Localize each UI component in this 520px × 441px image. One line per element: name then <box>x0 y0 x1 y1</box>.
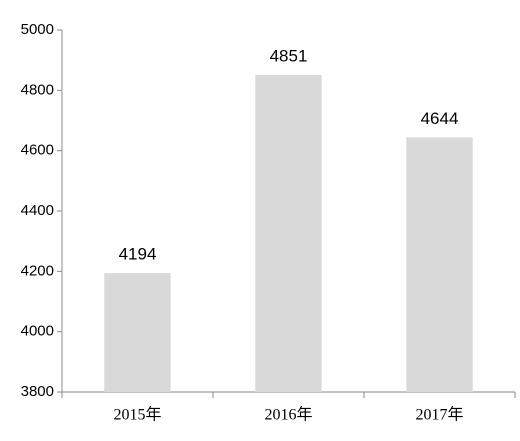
data-label: 4851 <box>270 46 308 65</box>
x-tick-label: 2015年 <box>113 406 161 424</box>
data-label: 4194 <box>119 245 157 264</box>
y-tick-label: 4400 <box>21 202 54 219</box>
y-tick-label: 3800 <box>21 383 54 400</box>
x-tick-label: 2016年 <box>264 406 312 424</box>
y-tick-label: 5000 <box>21 21 54 38</box>
y-tick-label: 4000 <box>21 323 54 340</box>
bar <box>255 74 322 392</box>
y-tick-label: 4800 <box>21 81 54 98</box>
bar <box>104 273 171 392</box>
data-label: 4644 <box>421 109 459 128</box>
bar <box>406 137 473 392</box>
y-tick-label: 4200 <box>21 262 54 279</box>
x-tick-label: 2017年 <box>415 406 463 424</box>
y-tick-label: 4600 <box>21 142 54 159</box>
